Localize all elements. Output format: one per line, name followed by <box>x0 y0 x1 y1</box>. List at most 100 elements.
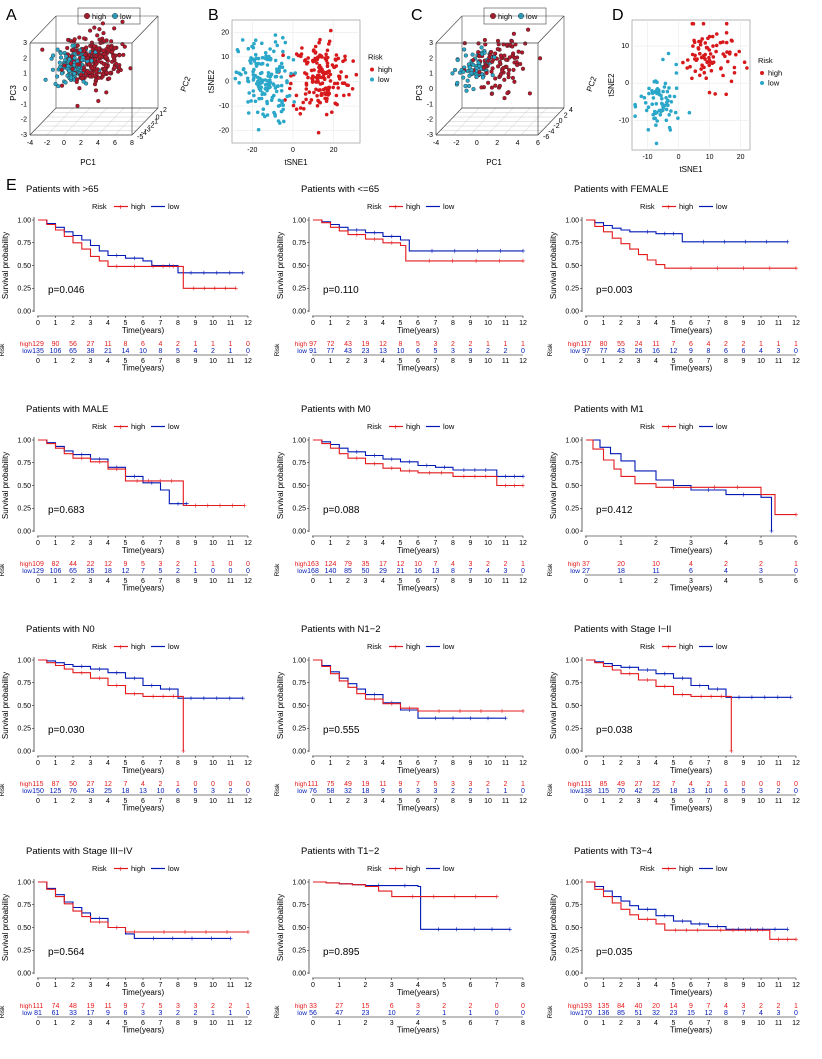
data-point-high <box>312 68 316 72</box>
data-point-high <box>493 51 498 56</box>
risk-x-tick-label: 2 <box>619 798 623 805</box>
data-point-low <box>272 83 276 87</box>
data-point-high <box>690 76 694 81</box>
risk-x-tick-label: 5 <box>124 578 128 585</box>
censor-mark <box>161 694 166 699</box>
risk-x-tick-label: 10 <box>209 358 217 365</box>
data-point-high <box>304 87 309 91</box>
p-value: p=0.110 <box>323 285 359 296</box>
p-value: p=0.003 <box>596 285 633 296</box>
legend-title: Risk <box>367 422 382 431</box>
km-curve-high <box>586 219 796 269</box>
risk-x-tick-label: 9 <box>469 578 473 585</box>
data-point-high <box>496 64 501 69</box>
risk-count-low: 1 <box>211 1010 215 1017</box>
censor-mark <box>785 239 790 244</box>
legend-title: Risk <box>92 864 107 873</box>
censor-mark <box>114 264 119 269</box>
risk-count-low: 10 <box>388 1010 396 1017</box>
risk-count-low: 0 <box>229 568 233 575</box>
legend-entry-high: high <box>131 422 145 431</box>
legend-entry-high: high <box>406 642 420 651</box>
censor-mark <box>715 266 720 271</box>
x-tick-label: 4 <box>654 760 658 767</box>
censor-mark <box>149 480 154 485</box>
censor-mark <box>788 695 793 700</box>
data-point-high <box>729 79 734 84</box>
data-point-high <box>486 80 491 85</box>
risk-x-tick-label: 9 <box>742 1020 746 1027</box>
risk-count-low: 4 <box>759 348 763 355</box>
risk-count-high: 124 <box>325 561 337 568</box>
data-point-high <box>326 85 331 90</box>
data-point-low <box>292 100 296 104</box>
censor-mark <box>407 459 412 464</box>
risk-count-low: 77 <box>600 348 608 355</box>
data-point-low <box>261 91 265 95</box>
risk-count-high: 5 <box>159 1003 163 1010</box>
censor-mark <box>450 258 455 263</box>
data-point-high <box>65 45 70 51</box>
censor-mark <box>410 894 415 899</box>
data-point-low <box>289 71 293 76</box>
y-tick-label: -10 <box>619 117 629 124</box>
risk-count-high: 37 <box>582 561 590 568</box>
censor-mark <box>146 478 151 483</box>
risk-count-high: 2 <box>724 561 728 568</box>
legend-swatch-mark: + <box>118 865 123 874</box>
risk-x-tick-label: 11 <box>227 358 234 365</box>
x-axis-label: Time(years) <box>397 326 440 335</box>
risk-count-low: 135 <box>32 348 44 355</box>
x-tick-label: 1 <box>602 320 606 327</box>
data-point-high <box>507 55 512 60</box>
data-point-low <box>642 95 647 100</box>
risk-count-low: 25 <box>104 788 112 795</box>
km-curve-high <box>38 439 245 507</box>
censor-mark <box>645 229 650 234</box>
y-tick-label: 0.75 <box>292 680 306 687</box>
legend-title: Risk <box>367 864 382 873</box>
censor-mark <box>240 696 245 701</box>
y-tick-label: -1 <box>152 119 158 126</box>
x-tick-label: 4 <box>724 540 728 547</box>
risk-x-tick-label: 4 <box>106 798 110 805</box>
censor-mark <box>662 231 667 236</box>
data-point-low <box>281 103 285 107</box>
legend-entry-high: high <box>406 202 420 211</box>
p-value: p=0.683 <box>48 505 85 516</box>
data-point-high <box>121 52 126 57</box>
data-point-high <box>493 76 498 81</box>
data-point-low <box>274 89 279 94</box>
x-tick-label: 8 <box>451 320 455 327</box>
data-point-high <box>68 61 74 66</box>
censor-mark <box>697 683 702 688</box>
censor-mark <box>114 253 119 258</box>
risk-count-low: 2 <box>176 1010 180 1017</box>
risk-count-low: 12 <box>705 1010 713 1017</box>
risk-count-high: 19 <box>87 1003 95 1010</box>
risk-count-low: 5 <box>176 348 180 355</box>
data-point-high <box>104 70 109 75</box>
censor-mark <box>662 684 667 689</box>
panel-letter-d: D <box>612 7 624 24</box>
legend-title: Risk <box>92 202 107 211</box>
z-tick-label: -2 <box>427 117 433 124</box>
data-point-low <box>58 55 64 60</box>
data-point-high <box>505 91 510 96</box>
data-point-low <box>50 67 55 72</box>
data-point-high <box>334 64 339 68</box>
z-tick-label: 1 <box>429 71 433 78</box>
data-point-high <box>734 52 738 57</box>
risk-x-tick-label: 5 <box>399 798 403 805</box>
data-point-high <box>505 42 510 47</box>
risk-count-low: 3 <box>451 348 455 355</box>
x-axis-label: Time(years) <box>122 988 165 997</box>
data-point-high <box>511 67 516 72</box>
risk-x-tick-label: 1 <box>337 1020 341 1027</box>
data-point-high <box>95 33 100 38</box>
censor-mark <box>461 468 466 472</box>
x-tick-label: 8 <box>176 760 180 767</box>
risk-count-low: 56 <box>309 1010 317 1017</box>
